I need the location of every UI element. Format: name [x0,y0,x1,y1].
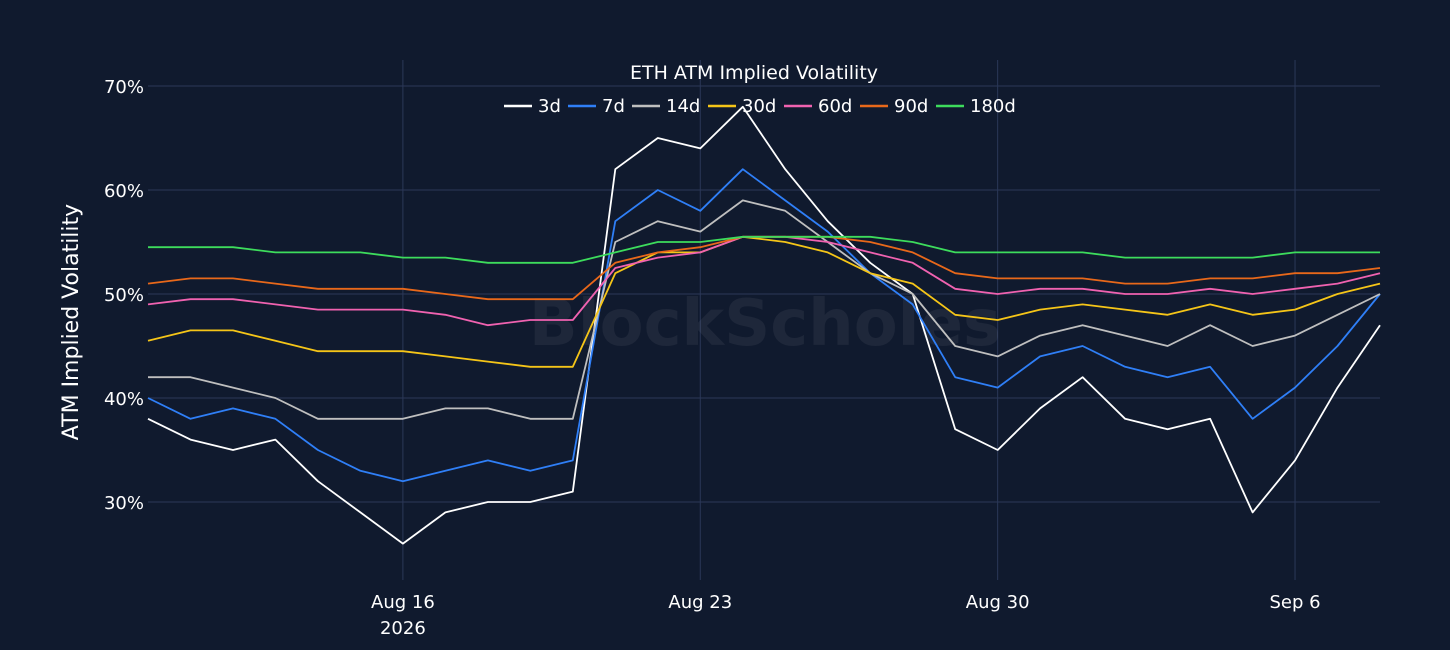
legend-label: 7d [602,96,625,117]
x-tick-label: Sep 6 [1269,592,1320,613]
legend-label: 60d [818,96,852,117]
x-tick-label: Aug 16 [371,592,435,613]
legend-item-30d[interactable]: 30d [708,96,776,117]
legend-item-7d[interactable]: 7d [568,96,625,117]
x-tick-sublabel: 2026 [380,618,426,639]
y-axis-title: ATM Implied Volatility [59,204,84,440]
legend-item-90d[interactable]: 90d [860,96,928,117]
y-tick-label: 50% [104,285,144,306]
y-tick-label: 40% [104,389,144,410]
x-tick-label: Aug 23 [668,592,732,613]
legend-label: 14d [666,96,700,117]
legend: 3d 7d 14d 30d 60d 90d 180d [504,96,1016,117]
y-axis-ticks: 30% 40% 50% 60% 70% [104,77,144,514]
x-axis-ticks: Aug 16 2026 Aug 23 Aug 30 Sep 6 [371,592,1321,639]
chart-title: ETH ATM Implied Volatility [630,62,878,84]
legend-item-180d[interactable]: 180d [936,96,1016,117]
series-line-3d [147,105,1381,545]
legend-item-60d[interactable]: 60d [784,96,852,117]
x-tick-label: Aug 30 [966,592,1030,613]
series-line-14d [148,199,1381,420]
legend-item-3d[interactable]: 3d [504,96,561,117]
series-line-30d [147,235,1381,368]
series-group [147,105,1381,545]
series-line-7d [147,168,1381,483]
grid [148,60,1380,580]
legend-label: 180d [970,96,1016,117]
y-tick-label: 30% [104,493,144,514]
legend-label: 3d [538,96,561,117]
series-line-180d [148,235,1380,264]
legend-label: 30d [742,96,776,117]
legend-item-14d[interactable]: 14d [632,96,700,117]
legend-label: 90d [894,96,928,117]
y-tick-label: 60% [104,181,144,202]
y-tick-label: 70% [104,77,144,98]
